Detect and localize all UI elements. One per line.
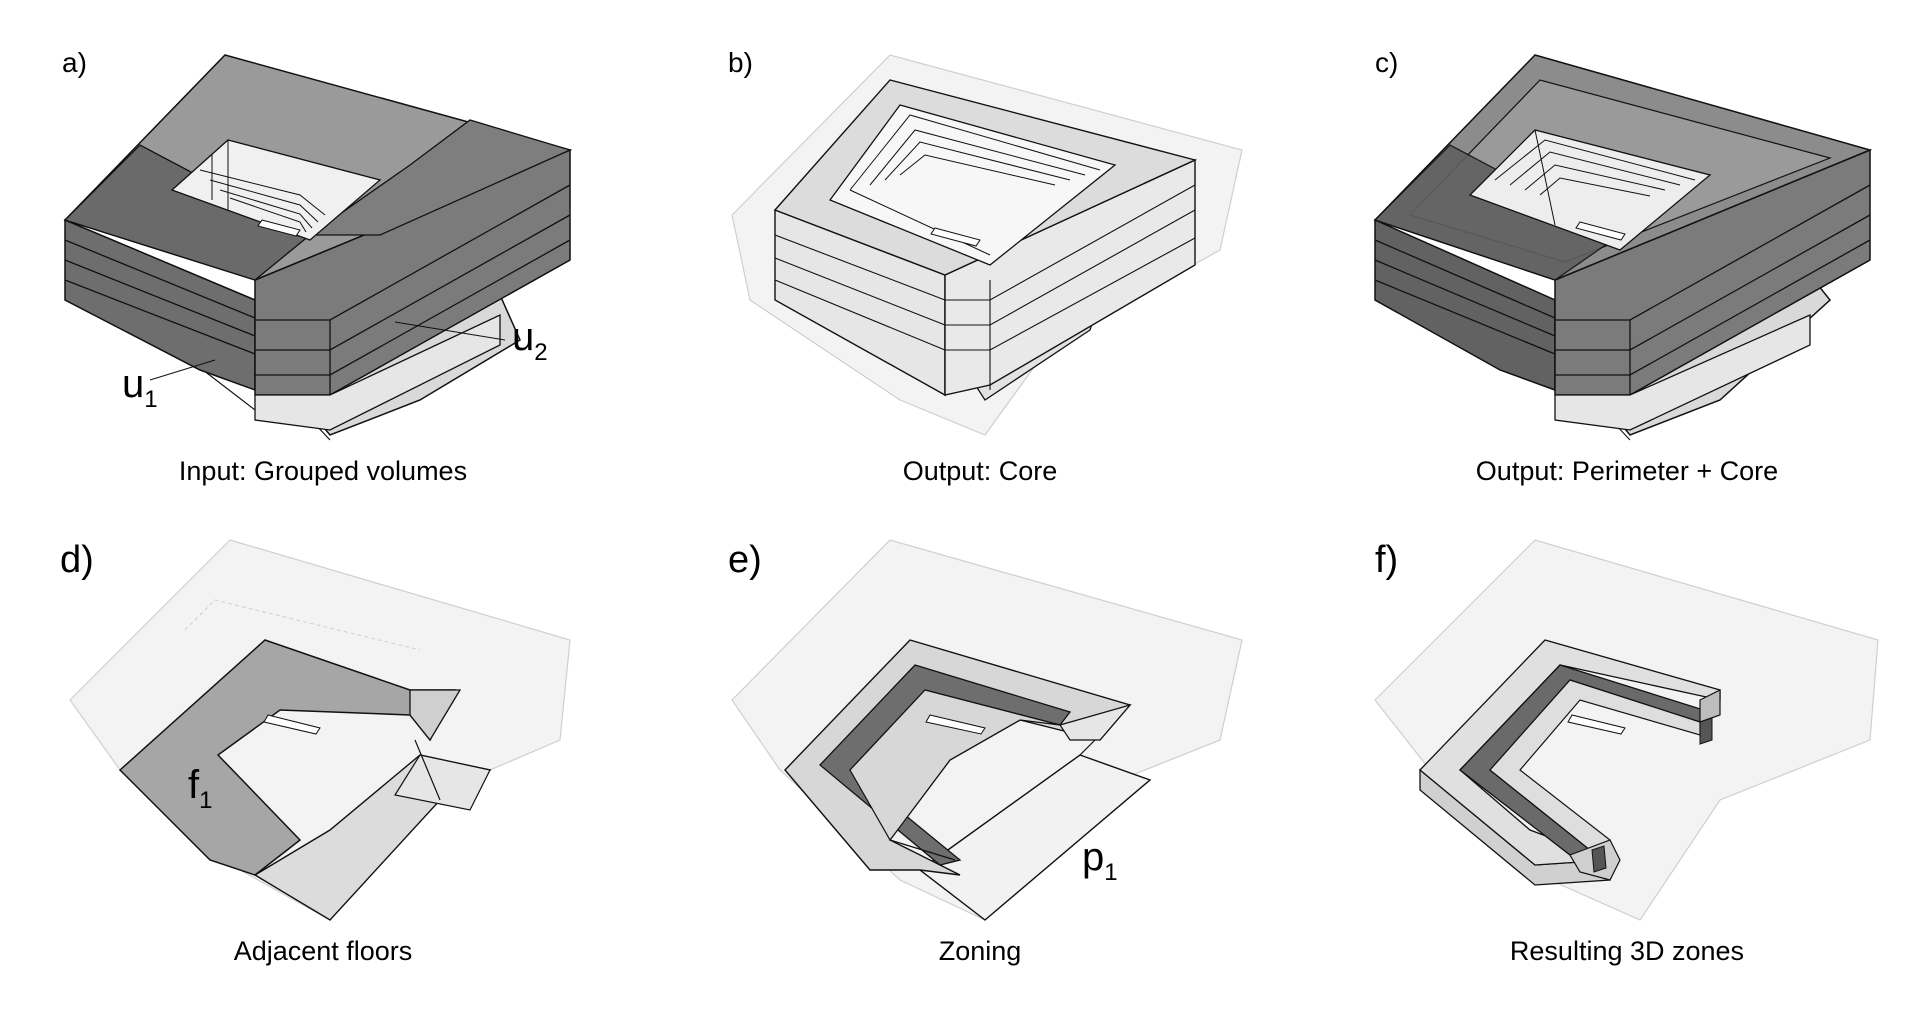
panel-label-e: e) <box>728 539 762 581</box>
p1-edge <box>1079 739 1096 756</box>
core-inner-steps <box>849 114 1101 256</box>
d-hole <box>263 714 321 735</box>
p1-label: p1 <box>1082 835 1118 886</box>
zone-inner <box>849 689 1061 861</box>
c-core-opening <box>1468 129 1712 251</box>
caption-e: Zoning <box>939 936 1022 966</box>
panel-label-c: c) <box>1375 47 1398 78</box>
lower-floor-arm <box>394 754 491 811</box>
u2-label: u2 <box>512 315 548 366</box>
panel-label-f: f) <box>1375 539 1398 581</box>
courtyard-steps <box>199 140 326 233</box>
left-dark-stack <box>64 218 256 392</box>
lower-floor-edge <box>414 739 441 801</box>
right-dark-slab-lines <box>255 184 571 395</box>
panel-b: b) <box>728 47 1243 486</box>
c-left-dark-stack <box>1374 218 1556 392</box>
d-ghost-courtyard <box>184 599 421 651</box>
panel-c: c) <box>1373 47 1873 486</box>
c-left-slab-lines <box>1374 239 1556 355</box>
f-hole <box>1567 714 1626 735</box>
f1-label: f1 <box>188 763 212 814</box>
lower-floor-p1 <box>918 754 1152 921</box>
panel-e: e) p1 Zoning <box>728 539 1243 966</box>
panel-f: f) Resulting 3D zones <box>1374 539 1879 966</box>
bottom-light-slabs <box>254 313 501 431</box>
caption-b: Output: Core <box>903 456 1058 486</box>
f-ghost-envelope <box>1374 539 1879 921</box>
c-bottom-light-slabs <box>1554 313 1811 431</box>
panel-d: d) f1 Adjacent floors <box>60 539 571 966</box>
core-hole <box>930 227 981 247</box>
caption-c: Output: Perimeter + Core <box>1476 456 1778 486</box>
u1-label: u1 <box>122 362 158 413</box>
zone-end <box>1059 703 1132 741</box>
zone3d-end-dark <box>1699 717 1713 745</box>
c-core-steps <box>1494 129 1696 226</box>
courtyard-hole <box>257 219 301 237</box>
zone3d-bottom-dark <box>1591 845 1607 873</box>
panel-a: a) <box>62 47 573 486</box>
panel-label-a: a) <box>62 47 87 78</box>
leader-u2 <box>394 321 506 341</box>
zone3d-end-cap <box>1699 689 1721 723</box>
upper-floor-end <box>409 689 462 742</box>
left-dark-slab-lines <box>64 239 256 355</box>
c-right-slab-lines <box>1555 184 1871 395</box>
leader-u1 <box>149 359 216 381</box>
upper-floor-f1 <box>118 639 457 876</box>
e-hole <box>925 714 986 735</box>
core-inner-opening <box>828 104 1117 266</box>
core-right-slabs <box>945 184 1196 390</box>
caption-d: Adjacent floors <box>234 936 413 966</box>
caption-f: Resulting 3D zones <box>1510 936 1744 966</box>
caption-a: Input: Grouped volumes <box>179 456 467 486</box>
c-core-hole <box>1575 221 1626 241</box>
panel-label-d: d) <box>60 539 94 581</box>
panel-label-b: b) <box>728 47 753 78</box>
